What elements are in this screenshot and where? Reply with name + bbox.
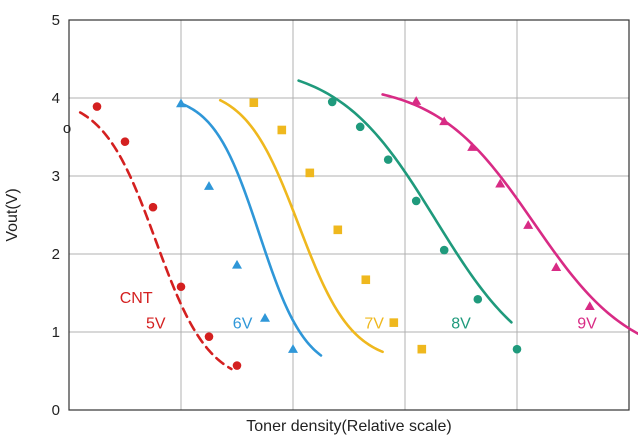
data-point <box>495 178 506 188</box>
data-point <box>249 98 259 107</box>
data-point <box>355 122 365 132</box>
data-point <box>232 361 242 370</box>
data-point <box>204 332 214 341</box>
data-point <box>439 116 450 126</box>
data-point <box>383 155 393 164</box>
y-tick-label: 5 <box>52 12 60 29</box>
data-point <box>473 294 483 304</box>
series-label: CNT <box>120 290 153 307</box>
data-point <box>523 220 534 229</box>
data-point <box>232 259 242 269</box>
series-group: CNT 5V 6V 7V 8V 9V <box>78 79 638 371</box>
data-point <box>584 301 595 311</box>
data-point <box>176 98 186 108</box>
y-tick-label: 2 <box>52 246 60 263</box>
data-point <box>512 344 522 354</box>
series-label: 7V <box>364 316 384 333</box>
series-line <box>179 102 323 357</box>
y-tick-label: 1 <box>52 324 60 341</box>
data-point <box>333 225 343 235</box>
data-point <box>361 275 371 285</box>
data-point <box>417 344 427 354</box>
series: 6V <box>176 98 323 357</box>
y-tick-label: 4 <box>52 90 60 107</box>
data-point <box>467 142 478 151</box>
series: CNT 5V <box>78 102 242 371</box>
series-line <box>218 98 384 354</box>
series: 8V <box>297 79 522 354</box>
data-point <box>204 181 214 190</box>
data-point <box>288 344 298 353</box>
plot-frame <box>68 19 630 411</box>
data-point <box>305 168 315 178</box>
x-axis-title: Toner density(Relative scale) <box>246 418 451 435</box>
series-line <box>78 111 233 371</box>
y-tick-label: 3 <box>52 168 60 185</box>
data-point <box>439 245 449 255</box>
series-label: 9V <box>577 316 597 333</box>
data-point <box>176 282 186 292</box>
series-line <box>297 79 513 324</box>
data-point <box>277 125 287 135</box>
y-tick-labels: 0 1 2 3 4 5 <box>52 12 60 419</box>
data-point <box>389 318 399 327</box>
data-point <box>551 262 562 272</box>
y-axis-title: Vout(V) <box>4 188 21 241</box>
data-point <box>411 96 422 105</box>
data-point <box>148 202 158 212</box>
grid <box>69 20 629 410</box>
series: 7V <box>218 98 427 354</box>
data-point <box>92 102 102 111</box>
data-point <box>120 137 130 146</box>
series: 9V <box>381 93 638 336</box>
y-tick-label: 0 <box>52 402 60 419</box>
data-point <box>327 97 337 107</box>
annotation-marker: o <box>63 120 71 137</box>
series-label: 5V <box>146 316 166 333</box>
data-point <box>260 312 270 322</box>
series-label: 8V <box>451 316 471 333</box>
data-point <box>411 196 421 206</box>
series-line <box>381 93 638 336</box>
series-label: 6V <box>233 316 253 333</box>
